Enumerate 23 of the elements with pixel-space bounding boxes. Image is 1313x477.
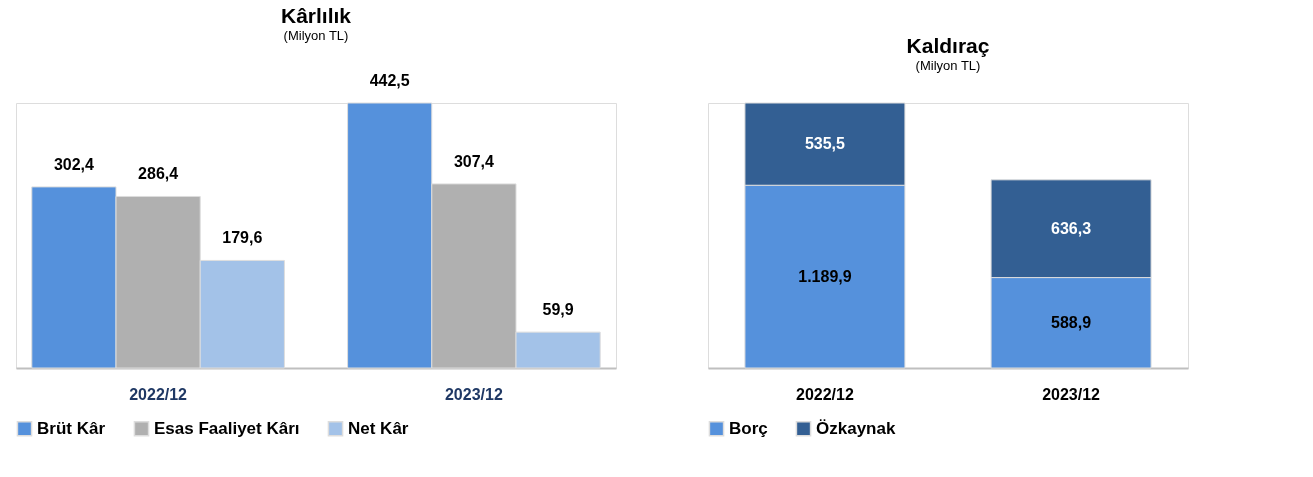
legend-label: Net Kâr <box>348 418 409 438</box>
data-label: 588,9 <box>1051 313 1092 331</box>
x-tick-label: 2023/12 <box>1042 385 1101 403</box>
data-label: 636,3 <box>1051 219 1092 237</box>
legend-label: Esas Faaliyet Kârı <box>154 418 300 438</box>
chart-title: Kaldıraç <box>906 33 990 57</box>
data-label: 1.189,9 <box>798 267 852 285</box>
x-tick-label: 2022/12 <box>129 385 188 403</box>
data-label: 286,4 <box>138 165 179 183</box>
data-label: 307,4 <box>453 152 495 170</box>
chart-subtitle: (Milyon TL) <box>915 57 981 73</box>
legend-label: Brüt Kâr <box>37 418 106 438</box>
data-label: 535,5 <box>804 135 846 153</box>
legend-label: Borç <box>729 418 768 438</box>
data-label: 59,9 <box>542 301 574 319</box>
x-tick-label: 2022/12 <box>796 385 854 403</box>
data-label: 179,6 <box>222 229 263 247</box>
legend-label: Özkaynak <box>816 418 896 438</box>
x-tick-label: 2023/12 <box>444 385 503 403</box>
data-label: 442,5 <box>369 72 410 89</box>
chart-subtitle: (Milyon TL) <box>283 28 349 43</box>
data-label: 302,4 <box>53 155 95 173</box>
chart-title: Kârlılık <box>280 4 352 27</box>
